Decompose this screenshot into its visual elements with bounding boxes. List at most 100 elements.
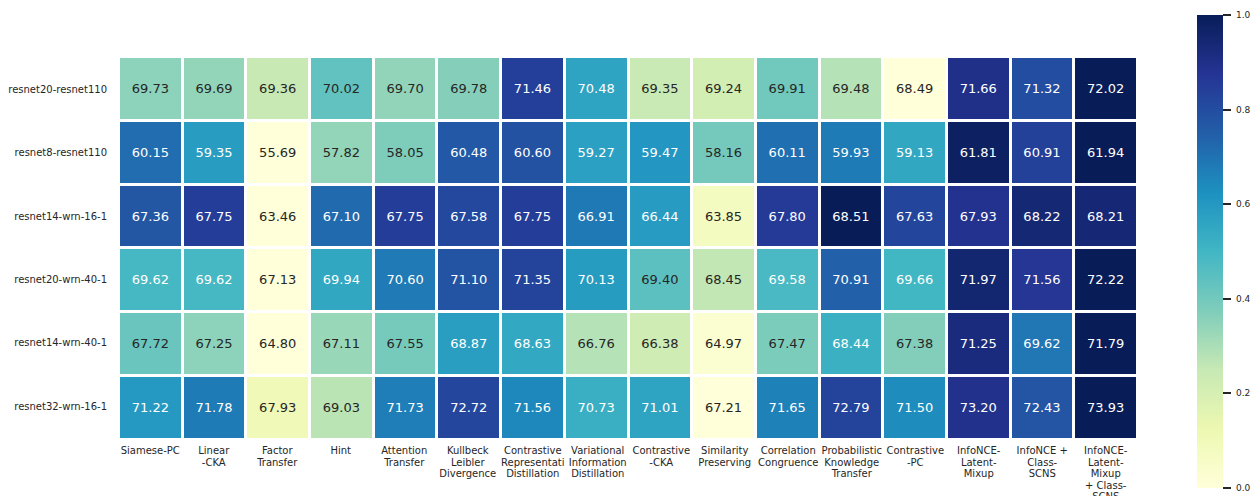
heatmap-cell: 67.55: [375, 313, 436, 374]
heatmap-cell: 68.49: [884, 58, 945, 119]
heatmap-cell: 71.01: [630, 377, 691, 438]
heatmap-cell: 60.48: [438, 122, 499, 183]
heatmap-cell: 69.24: [693, 58, 754, 119]
heatmap-cell: 69.03: [311, 377, 372, 438]
heatmap-cell: 70.73: [566, 377, 627, 438]
colorbar: [1197, 15, 1223, 488]
colorbar-tick-mark: [1223, 14, 1231, 16]
heatmap-cell: 70.91: [821, 249, 882, 310]
colorbar-tick-label: 0.4: [1236, 294, 1250, 304]
heatmap-cell: 72.22: [1075, 249, 1136, 310]
heatmap-cell: 59.35: [184, 122, 245, 183]
heatmap-cell: 69.36: [247, 58, 308, 119]
heatmap-cell: 68.22: [1012, 186, 1073, 247]
heatmap-cell: 71.35: [502, 249, 563, 310]
heatmap-cell: 72.02: [1075, 58, 1136, 119]
heatmap-cell: 59.93: [821, 122, 882, 183]
heatmap-cell: 68.45: [693, 249, 754, 310]
heatmap-cell: 67.58: [438, 186, 499, 247]
heatmap-cell: 72.79: [821, 377, 882, 438]
heatmap-cell: 71.65: [757, 377, 818, 438]
x-tick-label: Correlation Congruence: [758, 445, 819, 496]
heatmap-cell: 69.62: [1012, 313, 1073, 374]
heatmap-cell: 57.82: [311, 122, 372, 183]
heatmap-cell: 60.60: [502, 122, 563, 183]
heatmap-cell: 73.20: [948, 377, 1009, 438]
x-tick-label: Kullbeck Leibler Divergence: [438, 445, 499, 496]
heatmap-cell: 60.15: [120, 122, 181, 183]
heatmap-cell: 71.50: [884, 377, 945, 438]
heatmap-cell: 69.40: [630, 249, 691, 310]
heatmap-cell: 69.69: [184, 58, 245, 119]
x-tick-label: Linear -CKA: [184, 445, 245, 496]
heatmap-cell: 67.21: [693, 377, 754, 438]
heatmap-cell: 71.10: [438, 249, 499, 310]
x-tick-label: Contrastive -PC: [885, 445, 946, 496]
heatmap-cell: 59.13: [884, 122, 945, 183]
heatmap-cell: 71.56: [1012, 249, 1073, 310]
heatmap-cell: 72.43: [1012, 377, 1073, 438]
heatmap-cell: 69.62: [184, 249, 245, 310]
heatmap-cell: 64.80: [247, 313, 308, 374]
heatmap-cell: 67.75: [502, 186, 563, 247]
x-tick-label: Probabilistic Knowledge Transfer: [822, 445, 883, 496]
heatmap-cell: 69.91: [757, 58, 818, 119]
heatmap-cell: 67.47: [757, 313, 818, 374]
colorbar-tick-mark: [1223, 109, 1231, 111]
heatmap-cell: 69.70: [375, 58, 436, 119]
heatmap-cell: 67.72: [120, 313, 181, 374]
heatmap-cell: 71.32: [1012, 58, 1073, 119]
heatmap-cell: 63.46: [247, 186, 308, 247]
heatmap-cell: 68.63: [502, 313, 563, 374]
heatmap-cell: 68.44: [821, 313, 882, 374]
heatmap-cell: 55.69: [247, 122, 308, 183]
x-tick-label: InfoNCE- Latent-Mixup: [949, 445, 1010, 496]
y-axis-tick-labels: resnet20-resnet110resnet8-resnet110resne…: [0, 58, 114, 438]
colorbar-tick-mark: [1223, 298, 1231, 300]
y-tick-label: resnet14-wrn-40-1: [0, 311, 114, 374]
heatmap-cell: 71.97: [948, 249, 1009, 310]
heatmap-cell: 70.02: [311, 58, 372, 119]
heatmap-cell: 67.10: [311, 186, 372, 247]
heatmap-cell: 71.79: [1075, 313, 1136, 374]
colorbar-tick-mark: [1223, 487, 1231, 489]
heatmap-cell: 67.63: [884, 186, 945, 247]
heatmap-cell: 68.21: [1075, 186, 1136, 247]
colorbar-tick-label: 0.0: [1236, 483, 1250, 493]
heatmap-cell: 64.97: [693, 313, 754, 374]
x-tick-label: InfoNCE + Class- SCNS: [1012, 445, 1073, 496]
heatmap-cell: 71.22: [120, 377, 181, 438]
heatmap-cell: 67.75: [184, 186, 245, 247]
heatmap-cell: 59.27: [566, 122, 627, 183]
heatmap-cell: 69.78: [438, 58, 499, 119]
y-tick-label: resnet32-wrn-16-1: [0, 375, 114, 438]
x-tick-label: Siamese-PC: [120, 445, 181, 496]
y-tick-label: resnet20-wrn-40-1: [0, 248, 114, 311]
heatmap-cell: 61.81: [948, 122, 1009, 183]
heatmap-cell: 71.66: [948, 58, 1009, 119]
heatmap-cell: 71.25: [948, 313, 1009, 374]
heatmap-cell: 67.25: [184, 313, 245, 374]
x-tick-label: Similarity Preserving: [695, 445, 756, 496]
x-tick-label: Variational Information Distillation: [568, 445, 629, 496]
heatmap-cell: 67.93: [247, 377, 308, 438]
heatmap-cell: 59.47: [630, 122, 691, 183]
heatmap-cell: 67.11: [311, 313, 372, 374]
colorbar-tick-label: 0.6: [1236, 199, 1250, 209]
heatmap-cell: 67.36: [120, 186, 181, 247]
heatmap-cell: 67.93: [948, 186, 1009, 247]
heatmap-cell: 66.38: [630, 313, 691, 374]
x-tick-label: Attention Transfer: [374, 445, 435, 496]
heatmap-cell: 71.78: [184, 377, 245, 438]
y-tick-label: resnet20-resnet110: [0, 58, 114, 121]
heatmap-cell: 63.85: [693, 186, 754, 247]
colorbar-tick-label: 1.0: [1236, 10, 1250, 20]
x-tick-label: Contrastive -CKA: [631, 445, 692, 496]
colorbar-tick-mark: [1223, 203, 1231, 205]
heatmap-cell: 69.62: [120, 249, 181, 310]
heatmap-cell: 60.91: [1012, 122, 1073, 183]
heatmap-cell: 69.66: [884, 249, 945, 310]
colorbar-tick-mark: [1223, 392, 1231, 394]
colorbar-tick-label: 0.2: [1236, 388, 1250, 398]
x-tick-label: Contrastive Representati Distillation: [501, 445, 565, 496]
